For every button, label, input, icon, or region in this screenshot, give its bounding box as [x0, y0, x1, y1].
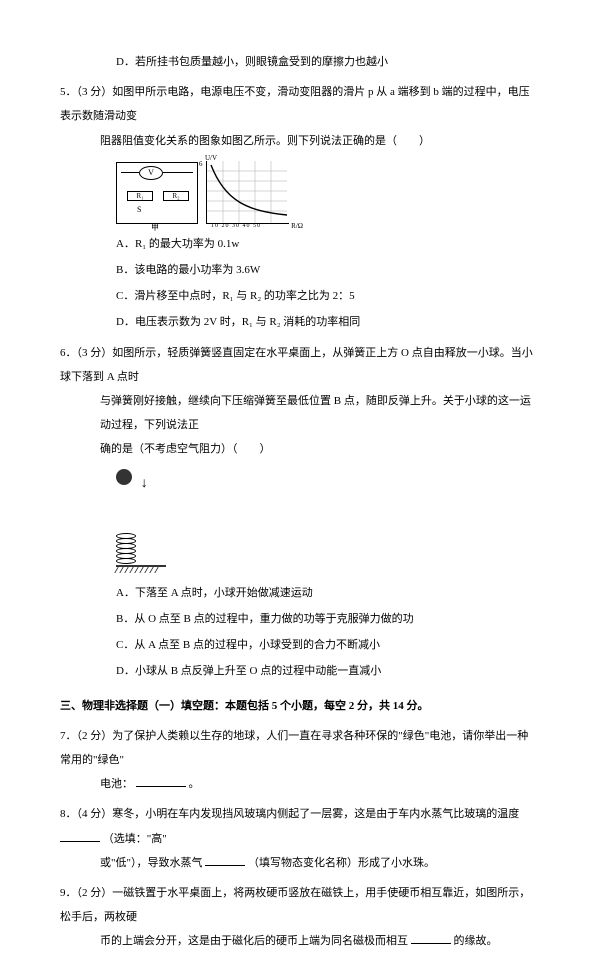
q5-option-b: B．该电路的最小功率为 3.6W	[60, 258, 535, 282]
q5-figure-row: V R₁ R₂ S 甲 U/V 6 10 20 30 40	[60, 161, 535, 224]
circuit-caption: 甲	[151, 219, 159, 237]
chart-y-tick: 6	[199, 157, 203, 172]
voltage-chart: U/V 6 10 20 30 40 50 R/Ω	[206, 161, 289, 224]
resistor-r2: R₂	[163, 191, 189, 201]
q9-blank[interactable]	[411, 931, 451, 944]
question-6: 6．（3 分）如图所示，轻质弹簧竖直固定在水平桌面上，从弹簧正上方 O 点自由释…	[60, 341, 535, 684]
q7-stem-3: 。	[189, 778, 200, 790]
q6-option-b: B．从 O 点至 B 点的过程中，重力做的功等于克服弹力做的功	[60, 607, 535, 631]
q9-stem-1: 9．（2 分）一磁铁置于水平桌面上，将两枚硬币竖放在磁铁上，用手使硬币相互靠近，…	[60, 887, 530, 923]
q7-stem-2: 电池：	[100, 778, 133, 790]
q8-stem-1: 8．（4 分）寒冬，小明在车内发现挡风玻璃内侧起了一层雾，这是由于车内水蒸气比玻…	[60, 808, 519, 820]
q6-stem-line3: 确的是（不考虑空气阻力）（ ）	[60, 437, 535, 461]
question-8: 8．（4 分）寒冬，小明在车内发现挡风玻璃内侧起了一层雾，这是由于车内水蒸气比玻…	[60, 802, 535, 875]
q5-option-c: C．滑片移至中点时，R₁ 与 R₂ 的功率之比为 2：5	[60, 284, 535, 308]
chart-curve-icon	[207, 161, 289, 223]
q5-stem-line1: 5．（3 分）如图甲所示电路，电源电压不变，滑动变阻器的滑片 p 从 a 端移到…	[60, 80, 535, 128]
ball-label: G	[121, 486, 540, 504]
chart-x-axis-label: R/Ω	[291, 219, 303, 234]
q6-option-d: D．小球从 B 点反弹上升至 O 点的过程中动能一直减小	[60, 659, 535, 683]
ball-icon	[116, 469, 132, 485]
q9-stem-2: 币的上端会分开，这是由于磁化后的硬币上端为同名磁极而相互	[100, 935, 408, 947]
q5-option-d: D．电压表示数为 2V 时，R₁ 与 R₂ 消耗的功率相同	[60, 310, 535, 334]
ground-hatch-icon	[116, 567, 535, 573]
q8-blank-1[interactable]	[60, 829, 100, 842]
q9-stem-3: 的缘故。	[454, 935, 498, 947]
q5-stem-line2: 阻器阻值变化关系的图象如图乙所示。则下列说法正确的是（ ）	[60, 129, 535, 153]
switch-label: S	[137, 201, 141, 219]
question-5: 5．（3 分）如图甲所示电路，电源电压不变，滑动变阻器的滑片 p 从 a 端移到…	[60, 80, 535, 334]
circuit-diagram: V R₁ R₂ S 甲	[116, 162, 198, 224]
wire-right	[163, 172, 193, 173]
section-3-title: 三、物理非选择题（一）填空题：本题包括 5 个小题，每空 2 分，共 14 分。	[60, 694, 535, 718]
resistor-r1: R₁	[127, 191, 153, 201]
q7-blank[interactable]	[136, 774, 186, 787]
q7-stem-1: 7．（2 分）为了保护人类赖以生存的地球，人们一直在寻求各种环保的"绿色"电池，…	[60, 730, 528, 766]
q4-option-d: D．若所挂书包质量越小，则眼镜盒受到的摩擦力也越小	[60, 50, 535, 74]
q8-blank-2[interactable]	[205, 853, 245, 866]
q6-option-c: C．从 A 点至 B 点的过程中，小球受到的合力不断减小	[60, 633, 535, 657]
question-7: 7．（2 分）为了保护人类赖以生存的地球，人们一直在寻求各种环保的"绿色"电池，…	[60, 724, 535, 797]
q6-stem-line1: 6．（3 分）如图所示，轻质弹簧竖直固定在水平桌面上，从弹簧正上方 O 点自由释…	[60, 341, 535, 389]
spring-figure: ↓ G	[60, 469, 535, 572]
q6-stem-line2: 与弹簧刚好接触，继续向下压缩弹簧至最低位置 B 点，随即反弹上升。关于小球的这一…	[60, 389, 535, 437]
q6-option-a: A．下落至 A 点时，小球开始做减速运动	[60, 581, 535, 605]
chart-x-ticks: 10 20 30 40 50	[211, 220, 261, 233]
voltmeter-icon: V	[139, 166, 163, 180]
wire-left	[121, 172, 139, 173]
spring-icon	[116, 533, 136, 564]
q5-option-a: A．R₁ 的最大功率为 0.1w	[60, 232, 535, 256]
q8-stem-2: （选填："高"	[103, 833, 167, 845]
question-9: 9．（2 分）一磁铁置于水平桌面上，将两枚硬币竖放在磁铁上，用手使硬币相互靠近，…	[60, 881, 535, 953]
q8-stem-3: 或"低"），导致水蒸气	[100, 857, 202, 869]
q8-stem-4: （填写物态变化名称）形成了小水珠。	[248, 857, 435, 869]
